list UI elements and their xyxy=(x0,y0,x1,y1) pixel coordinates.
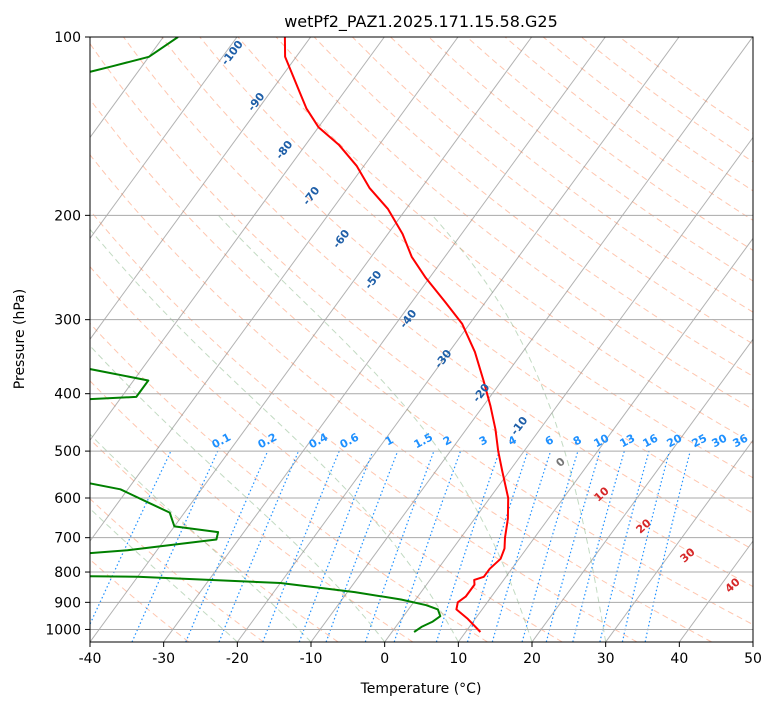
x-tick-label: 10 xyxy=(449,651,467,667)
moist-adiabat-line xyxy=(90,228,459,642)
y-tick-label: 600 xyxy=(54,491,81,507)
dry-adiabat-line xyxy=(90,322,488,642)
isotherm-line xyxy=(90,37,459,542)
x-axis-label: Temperature (°C) xyxy=(360,681,482,697)
x-tick-label: 40 xyxy=(670,651,688,667)
y-tick-label: 700 xyxy=(54,531,81,547)
y-tick-label: 800 xyxy=(54,565,81,581)
mixing-ratio-line xyxy=(218,450,300,642)
mixing-ratio-label: 10 xyxy=(592,431,612,450)
mixing-ratio-line xyxy=(521,450,579,642)
dry-adiabat-line xyxy=(313,37,753,377)
mixing-ratio-line xyxy=(644,450,691,642)
x-tick-label: -40 xyxy=(79,651,102,667)
dry-adiabat-line xyxy=(275,37,753,411)
y-tick-label: 100 xyxy=(54,30,81,46)
y-tick-label: 400 xyxy=(54,387,81,403)
mixing-ratio-line xyxy=(491,450,552,642)
isotherm-line xyxy=(163,37,606,642)
plot-frame xyxy=(89,36,754,643)
mixing-ratio-label: 13 xyxy=(618,432,638,451)
y-axis-label: Pressure (hPa) xyxy=(12,289,28,389)
isotherm-line xyxy=(90,37,238,240)
isotherm-line xyxy=(90,37,385,442)
isotherm-line xyxy=(236,37,680,642)
mixing-ratio-label: 25 xyxy=(690,432,710,451)
plot-background xyxy=(90,37,753,642)
x-tick-label: -20 xyxy=(226,651,249,667)
isotherm-line xyxy=(90,37,533,642)
isotherm-line xyxy=(752,641,753,642)
dry-adiabat-line xyxy=(123,37,753,551)
mixing-ratio-line xyxy=(364,450,435,642)
dry-adiabat-line xyxy=(90,153,712,642)
mixing-ratio-line xyxy=(621,450,671,642)
background-lines xyxy=(90,37,753,642)
y-tick-label: 1000 xyxy=(45,622,81,638)
mixing-ratio-line xyxy=(393,450,462,642)
mixing-ratio-line xyxy=(131,450,219,642)
mixing-ratio-line xyxy=(572,450,625,642)
temperature-profile-line xyxy=(283,37,510,633)
isotherm-line xyxy=(605,439,753,642)
moist-adiabat-line xyxy=(90,345,386,642)
isotherm-line xyxy=(310,37,753,642)
moist-adiabat-line xyxy=(217,214,533,642)
mixing-ratio-line xyxy=(185,450,269,642)
mixing-ratio-line xyxy=(262,450,340,642)
x-tick-label: -10 xyxy=(300,651,323,667)
x-tick-label: 20 xyxy=(523,651,541,667)
axis-ticks: -40 -30 -20 -10 0 10 20 30 40 50 1000 900 800 700 600 5… xyxy=(45,30,762,667)
chart-title: wetPf2_PAZ1.2025.171.15.58.G25 xyxy=(284,12,558,32)
mixing-ratio-label: 20 xyxy=(665,431,685,450)
y-tick-label: 300 xyxy=(54,313,81,329)
x-tick-label: 0 xyxy=(380,651,389,667)
x-tick-label: 30 xyxy=(597,651,615,667)
mixing-ratio-label: 30 xyxy=(710,431,730,450)
dry-adiabat-line xyxy=(90,265,563,642)
mixing-ratio-line xyxy=(325,450,399,642)
dry-adiabat-line xyxy=(90,98,753,626)
mixing-ratio-line xyxy=(466,450,529,642)
y-tick-label: 200 xyxy=(54,208,81,224)
mixing-ratio-line xyxy=(298,450,374,642)
mixing-ratio-line xyxy=(599,450,650,642)
dry-adiabat-line xyxy=(90,209,638,642)
dry-adiabat-line xyxy=(90,42,753,588)
isotherm-line xyxy=(457,237,753,642)
dry-adiabat-line xyxy=(161,37,753,514)
y-tick-label: 500 xyxy=(54,444,81,460)
mixing-ratio-label: 16 xyxy=(641,431,661,450)
mixing-ratio-label: 36 xyxy=(731,431,751,450)
x-tick-label: -30 xyxy=(152,651,175,667)
sounding-series xyxy=(90,37,510,633)
x-tick-label: 50 xyxy=(744,651,762,667)
isotherm-line xyxy=(90,37,312,341)
moist-adiabat-line xyxy=(431,214,607,642)
dry-adiabat-line xyxy=(237,37,753,444)
mixing-ratio-line xyxy=(545,450,601,642)
y-tick-label: 900 xyxy=(54,595,81,611)
moist-adiabat-line xyxy=(90,507,238,642)
mixing-ratio-line xyxy=(435,450,500,642)
moist-adiabat-line xyxy=(90,433,312,642)
